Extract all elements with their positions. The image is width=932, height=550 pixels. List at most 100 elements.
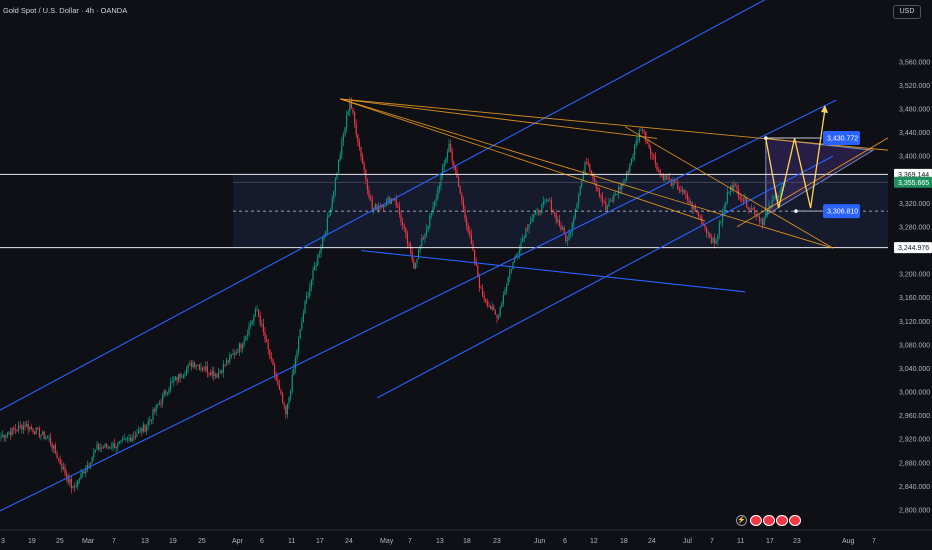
candle-body — [256, 309, 258, 311]
candle-body — [21, 425, 23, 430]
candle-body — [75, 486, 77, 487]
candle-body — [98, 444, 100, 450]
candle-body — [299, 329, 301, 339]
candle-body — [675, 182, 677, 184]
projection-path — [765, 108, 826, 209]
event-flag-icon[interactable] — [776, 515, 788, 526]
x-tick-label: 23 — [493, 538, 501, 545]
candle-body — [549, 199, 551, 201]
candle-body — [18, 425, 20, 431]
candle-body — [40, 434, 42, 437]
event-flag-icon[interactable] — [763, 515, 775, 526]
horizontal-levels — [0, 173, 888, 249]
y-tick-label: 2,960.000 — [899, 413, 930, 420]
candle-body — [314, 266, 316, 271]
candle-body — [147, 421, 149, 426]
candle-body — [224, 364, 226, 366]
candle-body — [570, 231, 572, 234]
candle-body — [294, 358, 296, 369]
candle-body — [459, 186, 461, 194]
currency-button[interactable]: USD — [893, 5, 921, 19]
candle-body — [603, 202, 605, 204]
candle-body — [501, 303, 503, 307]
candle-body — [688, 200, 690, 203]
candle-body — [197, 365, 199, 366]
candle-body — [779, 190, 781, 196]
candle-body — [347, 111, 349, 116]
candle-body — [578, 195, 580, 205]
candle-body — [262, 323, 264, 332]
candle-body — [378, 206, 380, 210]
candle-body — [653, 154, 655, 157]
candle-body — [726, 192, 728, 203]
candle-body — [182, 375, 184, 378]
candle-body — [258, 309, 260, 317]
candle-body — [733, 184, 735, 189]
candle-body — [619, 187, 621, 190]
candle-body — [515, 254, 517, 258]
candle-body — [454, 166, 456, 170]
candle-body — [507, 276, 509, 286]
candle-body — [414, 262, 416, 269]
event-flag-icon[interactable] — [789, 515, 801, 526]
candle-body — [336, 173, 338, 179]
candle-body — [69, 479, 71, 483]
candle-body — [539, 213, 541, 214]
candle-body — [139, 428, 141, 431]
candle-body — [45, 437, 47, 439]
candle-body — [568, 233, 570, 241]
event-flag-icon[interactable] — [750, 515, 762, 526]
x-tick-label: Apr — [232, 538, 244, 545]
candle-body — [558, 219, 560, 226]
candle-body — [331, 198, 333, 211]
candle-body — [160, 402, 162, 404]
candle-body — [30, 426, 32, 429]
candle-body — [589, 164, 591, 171]
candle-body — [245, 335, 247, 341]
candle-body — [664, 175, 666, 181]
candle-body — [587, 162, 589, 165]
candle-body — [707, 232, 709, 234]
x-tick-label: 19 — [28, 538, 36, 545]
candle-body — [678, 189, 680, 191]
candle-body — [270, 357, 272, 359]
time-axis[interactable]: 3 19 25 Mar 7 13 19 25 Apr 6 11 17 24 May 7 13 18 23 Jun 6 1… — [0, 529, 932, 550]
candle-body — [171, 381, 173, 383]
annotation-box — [823, 204, 860, 219]
candle-body — [338, 160, 340, 174]
candle-body — [394, 198, 396, 201]
candle-body — [736, 185, 738, 190]
candle-body — [453, 161, 455, 167]
candle-body — [22, 425, 24, 430]
candle-body — [333, 191, 335, 199]
candle-body — [157, 404, 159, 406]
candle-body — [298, 338, 300, 352]
flash-icon[interactable]: ⚡ — [736, 515, 747, 526]
candle-body — [618, 187, 620, 195]
candle-body — [760, 219, 762, 221]
candle-body — [229, 355, 231, 362]
candle-body — [206, 366, 208, 373]
candle-body — [494, 310, 496, 315]
candle-body — [315, 265, 317, 267]
candle-body — [13, 427, 15, 430]
candle-body — [221, 371, 223, 373]
fan-line — [340, 98, 834, 249]
event-badges[interactable]: ⚡ — [736, 515, 801, 526]
candle-body — [240, 343, 242, 349]
candle-body — [250, 324, 252, 327]
candle-body — [350, 101, 352, 109]
candle-body — [275, 375, 277, 381]
price-axis[interactable]: 2,800.000 2,840.000 2,880.000 2,920.000 2,96… — [888, 0, 932, 550]
candle-body — [122, 439, 124, 441]
candle-body — [118, 441, 120, 443]
candle-body — [309, 286, 311, 296]
candle-body — [286, 403, 288, 415]
candle-body — [366, 179, 368, 190]
x-tick-label: 18 — [620, 538, 628, 545]
price-tag — [894, 242, 932, 254]
candle-body — [565, 233, 567, 242]
candle-body — [429, 215, 431, 227]
candle-body — [635, 140, 637, 146]
